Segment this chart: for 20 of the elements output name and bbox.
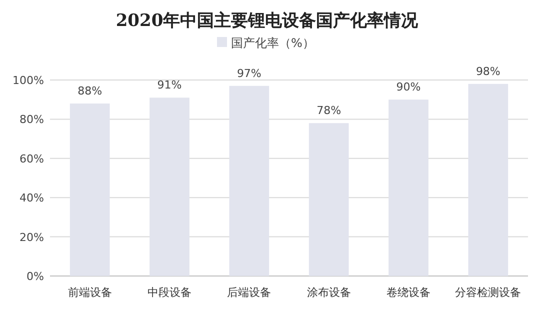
data-label: 98% (476, 64, 500, 78)
data-label: 91% (157, 78, 182, 92)
y-tick-label: 60% (20, 152, 44, 166)
x-tick-label: 前端设备 (68, 286, 112, 299)
x-tick-label: 后端设备 (227, 286, 272, 299)
x-tick-label: 卷绕设备 (386, 286, 430, 299)
y-tick-label: 40% (20, 192, 44, 205)
x-tick-label: 涂布设备 (306, 286, 351, 299)
x-tick-label: 分容检测设备 (455, 286, 522, 299)
data-label: 90% (396, 80, 421, 94)
y-tick-label: 100% (12, 74, 44, 87)
chart-title: 2020年中国主要锂电设备国产化率情况 (116, 11, 420, 31)
data-label: 78% (316, 104, 342, 118)
y-tick-label: 80% (20, 113, 44, 126)
legend-label: 国产化率（%） (231, 36, 314, 50)
x-tick-label: 中段设备 (148, 286, 192, 299)
y-tick-label: 0% (26, 270, 44, 283)
data-label: 88% (78, 84, 102, 98)
y-tick-label: 20% (20, 230, 44, 244)
data-label: 97% (236, 66, 262, 80)
